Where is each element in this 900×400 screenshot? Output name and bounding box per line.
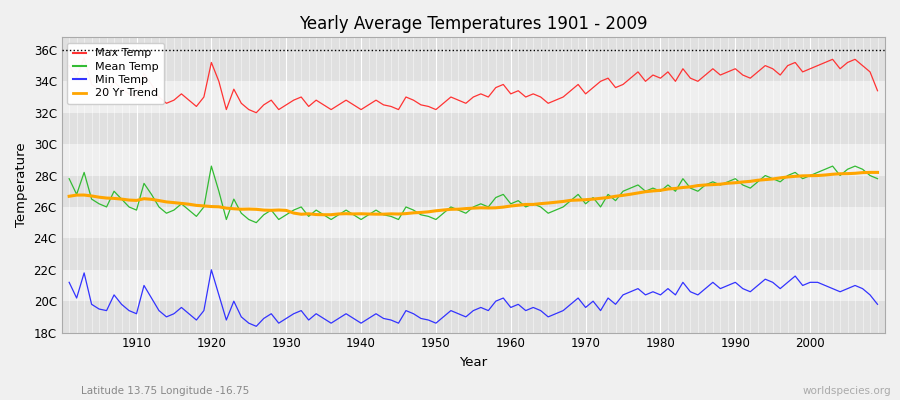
Bar (62, 144, 885, 176)
Bar (62, 238, 885, 270)
X-axis label: Year: Year (459, 356, 488, 369)
Bar (62, 207, 885, 238)
Bar (62, 113, 885, 144)
Bar (62, 270, 885, 301)
Title: Yearly Average Temperatures 1901 - 2009: Yearly Average Temperatures 1901 - 2009 (299, 15, 648, 33)
Bar (62, 50, 885, 81)
Y-axis label: Temperature: Temperature (15, 143, 28, 227)
Bar (62, 301, 885, 332)
Bar (62, 37, 885, 50)
Bar (62, 176, 885, 207)
Text: worldspecies.org: worldspecies.org (803, 386, 891, 396)
Legend: Max Temp, Mean Temp, Min Temp, 20 Yr Trend: Max Temp, Mean Temp, Min Temp, 20 Yr Tre… (68, 43, 164, 104)
Text: Latitude 13.75 Longitude -16.75: Latitude 13.75 Longitude -16.75 (81, 386, 249, 396)
Bar (62, 81, 885, 113)
